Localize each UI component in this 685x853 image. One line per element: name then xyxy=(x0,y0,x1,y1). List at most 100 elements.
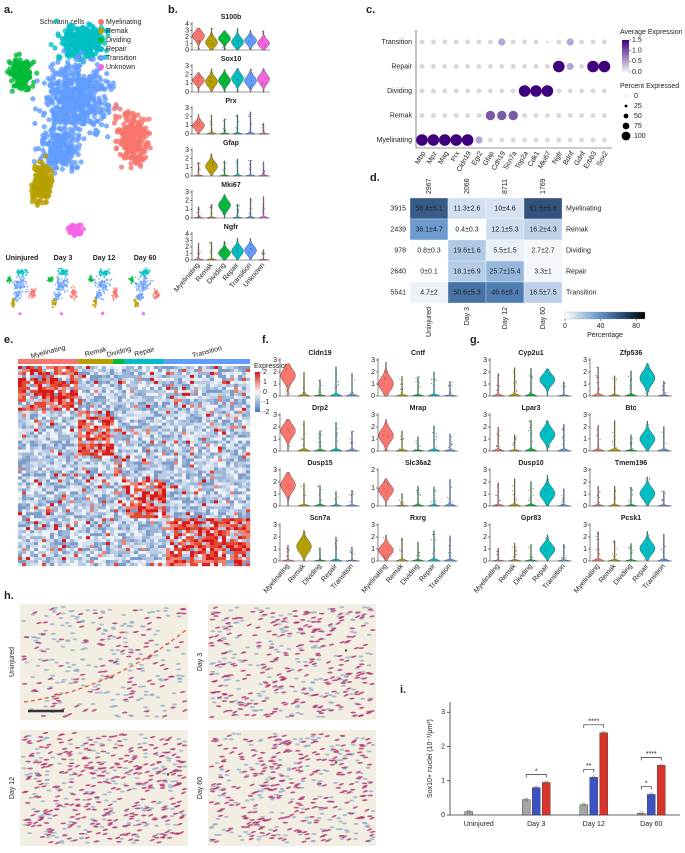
heatmap-cell xyxy=(34,488,39,492)
cell-dot xyxy=(137,277,140,280)
cell-dot xyxy=(10,280,12,283)
expression-dot xyxy=(553,60,565,73)
heatmap-cell xyxy=(82,551,87,555)
heatmap-cell xyxy=(78,443,83,447)
heatmap-cell xyxy=(106,515,111,519)
heatmap-cell xyxy=(70,560,75,564)
cell-dot xyxy=(101,312,104,315)
cell-dot xyxy=(101,288,104,291)
y-tick-label: 3 xyxy=(185,63,189,70)
heatmap-cell xyxy=(58,488,63,492)
heatmap-cell xyxy=(78,386,83,391)
cell-dot xyxy=(21,281,24,284)
jitter-dot xyxy=(238,84,240,86)
heatmap-cell xyxy=(94,413,99,417)
cell-dot xyxy=(48,88,54,95)
heatmap-cell xyxy=(98,542,103,546)
heatmap-cell xyxy=(30,491,35,495)
heatmap-cell xyxy=(54,521,59,525)
heatmap-cell xyxy=(34,473,39,477)
heatmap-cell xyxy=(54,551,59,555)
size-swatch xyxy=(622,122,630,130)
cell-dot xyxy=(95,300,98,303)
heatmap-cell xyxy=(86,443,91,447)
heatmap-cell xyxy=(50,521,55,525)
heatmap-cell xyxy=(34,437,39,441)
violin xyxy=(205,27,218,51)
cell-dot xyxy=(30,83,36,89)
cell-dot xyxy=(97,97,103,104)
jitter-dot xyxy=(225,81,227,83)
heatmap-cell xyxy=(102,383,107,388)
jitter-dot xyxy=(223,87,225,89)
legend-swatch xyxy=(98,28,104,34)
jitter-dot xyxy=(212,163,214,165)
heatmap-cell xyxy=(66,392,71,397)
heatmap-cell xyxy=(22,455,27,459)
cell-dot xyxy=(72,285,74,287)
jitter-dot xyxy=(250,36,252,38)
heatmap-cell xyxy=(70,563,75,567)
heatmap-cell xyxy=(18,410,23,414)
heatmap-cell xyxy=(38,521,43,525)
heatmap-cell xyxy=(74,560,79,564)
jitter-dot xyxy=(238,212,240,214)
heatmap-cell xyxy=(34,494,39,498)
panel-label: c. xyxy=(366,4,375,16)
heatmap-cell xyxy=(18,464,23,468)
jitter-dot xyxy=(196,256,198,258)
panel-title: Schwann cells xyxy=(40,19,85,26)
cell-dot xyxy=(73,286,76,289)
heatmap-cell xyxy=(50,371,55,376)
cell-dot xyxy=(97,293,99,296)
heatmap-cell xyxy=(18,476,23,480)
heatmap-cell xyxy=(62,366,67,370)
cell-dot xyxy=(57,270,60,272)
heatmap-cell xyxy=(74,458,79,462)
heatmap-cell xyxy=(86,422,91,426)
row-label: Myelinating xyxy=(377,137,413,144)
gene-name: S100b xyxy=(221,14,242,21)
heatmap-cell xyxy=(38,410,43,414)
heatmap-cell xyxy=(94,521,99,525)
expression-dot xyxy=(465,113,471,118)
heatmap-cell xyxy=(114,366,119,370)
violin xyxy=(232,203,243,219)
heatmap-cell xyxy=(106,449,111,453)
heatmap-cell xyxy=(58,512,63,516)
jitter-dot xyxy=(212,43,214,45)
cell-dot xyxy=(65,272,68,275)
heatmap-cell xyxy=(50,476,55,480)
heatmap-cell xyxy=(86,521,91,525)
heatmap-cell xyxy=(106,422,111,426)
violin xyxy=(244,238,257,261)
heatmap-cell xyxy=(22,449,27,453)
heatmap-cell xyxy=(34,386,39,391)
jitter-dot xyxy=(199,118,201,120)
heatmap-cell xyxy=(94,464,99,468)
heatmap-cell xyxy=(110,398,115,403)
cell-dot xyxy=(7,60,14,66)
heatmap-cell xyxy=(114,404,119,408)
cell-dot xyxy=(121,145,128,151)
heatmap-cell xyxy=(98,536,103,540)
heatmap-cell xyxy=(30,521,35,525)
heatmap-cell xyxy=(74,500,79,504)
cell-dot xyxy=(69,165,75,171)
heatmap-cell xyxy=(102,560,107,564)
heatmap-cell xyxy=(46,374,51,379)
cell-dot xyxy=(73,293,76,296)
heatmap-cell xyxy=(78,476,83,480)
heatmap-cell xyxy=(38,545,43,549)
heatmap-cell xyxy=(30,503,35,507)
heatmap-cell xyxy=(94,545,99,549)
heatmap-cell xyxy=(54,533,59,537)
heatmap-cell xyxy=(38,560,43,564)
cell-dot xyxy=(61,286,64,288)
heatmap-cell xyxy=(42,458,47,462)
heatmap-cell xyxy=(38,533,43,537)
heatmap-cell xyxy=(114,476,119,480)
jitter-dot xyxy=(197,171,199,173)
heatmap-cell xyxy=(110,557,115,561)
heatmap-cell xyxy=(86,386,91,391)
